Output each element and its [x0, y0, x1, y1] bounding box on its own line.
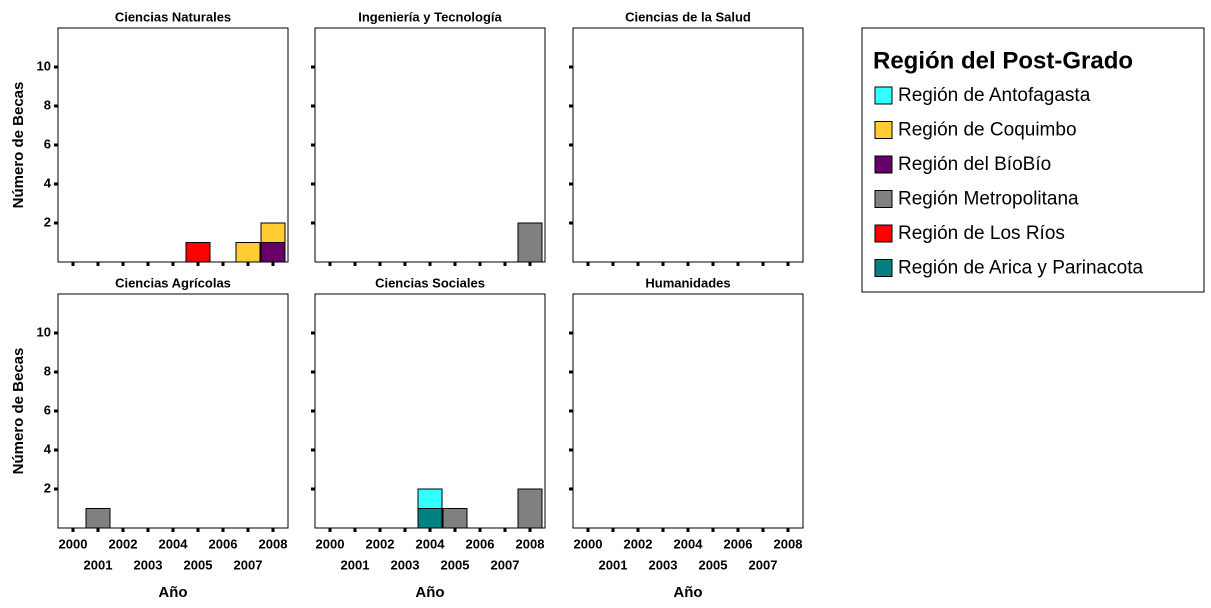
y-tick-label: 10	[37, 324, 51, 339]
y-tick-label: 8	[44, 363, 51, 378]
y-tick-label: 6	[44, 402, 51, 417]
x-tick-label: 2001	[84, 557, 113, 572]
x-tick-label: 2003	[391, 557, 420, 572]
x-tick-label: 2006	[209, 536, 238, 551]
bar-segment	[85, 508, 111, 529]
panel-title: Ciencias Naturales	[115, 9, 231, 24]
x-axis-label: Año	[158, 584, 187, 601]
x-tick-label: 2007	[749, 557, 778, 572]
x-tick-label: 2000	[574, 536, 603, 551]
y-tick-label: 10	[37, 58, 51, 73]
bar-segment	[417, 508, 443, 529]
panel-title: Ciencias de la Salud	[625, 9, 751, 24]
y-axis-label: Número de Becas	[10, 348, 27, 475]
panel-frame	[57, 27, 289, 263]
legend-swatch	[874, 121, 893, 139]
legend-swatch	[874, 190, 893, 208]
panel-title: Ciencias Agrícolas	[115, 275, 231, 290]
x-tick-label: 2000	[316, 536, 345, 551]
panel-frame	[57, 293, 289, 529]
legend-swatch	[874, 224, 893, 243]
legend-label: Región del BíoBío	[898, 154, 1051, 175]
x-tick-label: 2005	[441, 557, 470, 572]
bar-segment	[517, 222, 543, 263]
legend-swatch	[874, 86, 893, 105]
legend-label: Región de Los Ríos	[898, 223, 1065, 244]
x-axis-label: Año	[673, 584, 702, 601]
legend-box	[861, 27, 1205, 293]
x-tick-label: 2003	[134, 557, 163, 572]
legend-label: Región de Arica y Parinacota	[898, 258, 1143, 279]
bar-segment	[260, 222, 286, 243]
x-tick-label: 2002	[109, 536, 138, 551]
y-tick-label: 2	[44, 480, 51, 495]
panel-title: Ingeniería y Tecnología	[358, 9, 502, 24]
y-axis-label: Número de Becas	[10, 82, 27, 209]
x-tick-label: 2002	[624, 536, 653, 551]
panel-frame	[572, 27, 804, 263]
x-tick-label: 2000	[59, 536, 88, 551]
x-tick-label: 2008	[516, 536, 545, 551]
panel-title: Humanidades	[645, 275, 730, 290]
x-tick-label: 2005	[184, 557, 213, 572]
x-tick-label: 2003	[649, 557, 678, 572]
legend-title: Región del Post-Grado	[873, 47, 1133, 74]
bar-segment	[260, 242, 286, 263]
x-tick-label: 2008	[774, 536, 803, 551]
y-tick-label: 6	[44, 136, 51, 151]
y-tick-label: 8	[44, 97, 51, 112]
x-tick-label: 2001	[341, 557, 370, 572]
x-tick-label: 2006	[466, 536, 495, 551]
x-tick-label: 2004	[674, 536, 704, 551]
x-tick-label: 2005	[699, 557, 728, 572]
panel-frame	[572, 293, 804, 529]
x-tick-label: 2004	[159, 536, 189, 551]
legend-swatch	[874, 259, 893, 277]
legend-label: Región Metropolitana	[898, 189, 1079, 210]
y-tick-label: 2	[44, 214, 51, 229]
y-tick-label: 4	[44, 175, 52, 190]
legend-label: Región de Coquimbo	[898, 120, 1077, 141]
bar-segment	[442, 508, 468, 529]
bar-segment	[235, 242, 261, 263]
x-tick-label: 2001	[599, 557, 628, 572]
y-tick-label: 4	[44, 441, 52, 456]
legend-swatch	[874, 155, 893, 174]
x-tick-label: 2007	[234, 557, 263, 572]
legend-label: Región de Antofagasta	[898, 85, 1091, 106]
x-tick-label: 2008	[259, 536, 288, 551]
panel-title: Ciencias Sociales	[375, 275, 485, 290]
bar-segment	[417, 488, 443, 509]
bar-segment	[517, 488, 543, 529]
panel-frame	[314, 27, 546, 263]
x-tick-label: 2004	[416, 536, 446, 551]
x-axis-label: Año	[415, 584, 444, 601]
x-tick-label: 2006	[724, 536, 753, 551]
bar-segment	[185, 242, 211, 263]
x-tick-label: 2007	[491, 557, 520, 572]
x-tick-label: 2002	[366, 536, 395, 551]
